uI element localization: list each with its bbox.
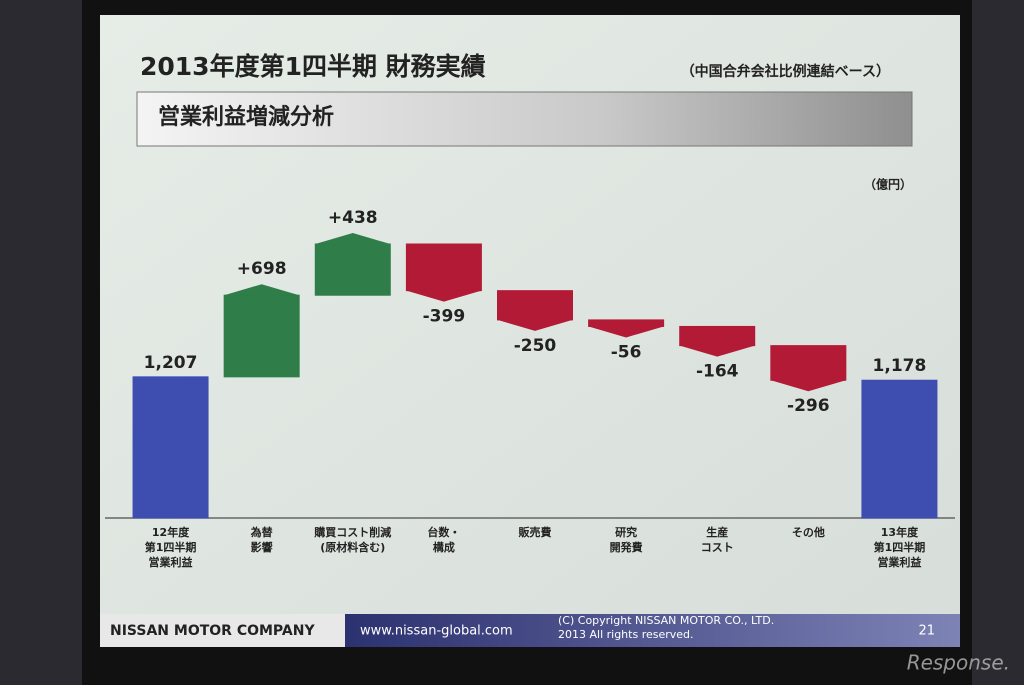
- x-tick-label: 研究開発費: [610, 525, 643, 554]
- footer-copyright: (C) Copyright NISSAN MOTOR CO., LTD. 2013…: [558, 614, 774, 641]
- x-tick-label: 為替影響: [251, 525, 274, 554]
- x-tick-label: 販売費: [519, 525, 552, 539]
- arrow-head: [770, 380, 846, 392]
- x-tick-label: 購買コスト削減(原材料含む): [313, 525, 391, 554]
- page-number: 21: [918, 624, 935, 639]
- x-tick-label: 12年度第1四半期営業利益: [145, 525, 197, 569]
- value-label: -296: [787, 396, 830, 416]
- plot: 1,207 12年度第1四半期営業利益 +698 為替影響 +438 購買コスト削減(原材…: [105, 208, 955, 569]
- arrow-head: [588, 326, 664, 338]
- title: 2013年度第1四半期 財務実績: [140, 52, 486, 81]
- arrow-head: [679, 345, 755, 357]
- arrow-head: [497, 319, 573, 331]
- x-tick-label: 台数・構成: [427, 525, 460, 554]
- x-tick-label: その他: [792, 525, 825, 539]
- bar-shade: [497, 290, 573, 320]
- subtitle: （中国合弁会社比例連結ベース）: [681, 63, 890, 80]
- value-label: +438: [328, 208, 378, 228]
- bar-shade: [133, 376, 209, 518]
- arrow-head: [315, 233, 391, 244]
- section-title: 営業利益増減分析: [158, 104, 334, 130]
- bar-shade: [315, 244, 391, 296]
- footer-url: www.nissan-global.com: [360, 624, 513, 639]
- footer-left: [100, 614, 345, 647]
- x-tick-label: 生産コスト: [701, 525, 734, 554]
- value-label: -56: [611, 342, 642, 362]
- arrow-head: [406, 290, 482, 302]
- arrow-head: [224, 284, 300, 296]
- value-label: +698: [237, 259, 287, 279]
- section-header: [136, 91, 913, 147]
- bar-shade: [588, 319, 664, 327]
- bar-shade: [861, 380, 937, 518]
- watermark: Response.: [907, 651, 1010, 675]
- bar-shade: [406, 244, 482, 291]
- x-tick-label: 13年度第1四半期営業利益: [874, 525, 926, 569]
- footer-company: NISSAN MOTOR COMPANY: [110, 623, 315, 639]
- bar-shade: [679, 326, 755, 346]
- bar-shade: [770, 345, 846, 381]
- footer-bar: [345, 614, 960, 647]
- value-label: -399: [423, 307, 466, 327]
- unit-label: （億円）: [864, 177, 912, 192]
- bar-shade: [224, 295, 300, 377]
- value-label: 1,207: [144, 353, 198, 373]
- value-label: 1,178: [873, 356, 927, 376]
- value-label: -164: [696, 362, 739, 382]
- value-label: -250: [514, 336, 557, 356]
